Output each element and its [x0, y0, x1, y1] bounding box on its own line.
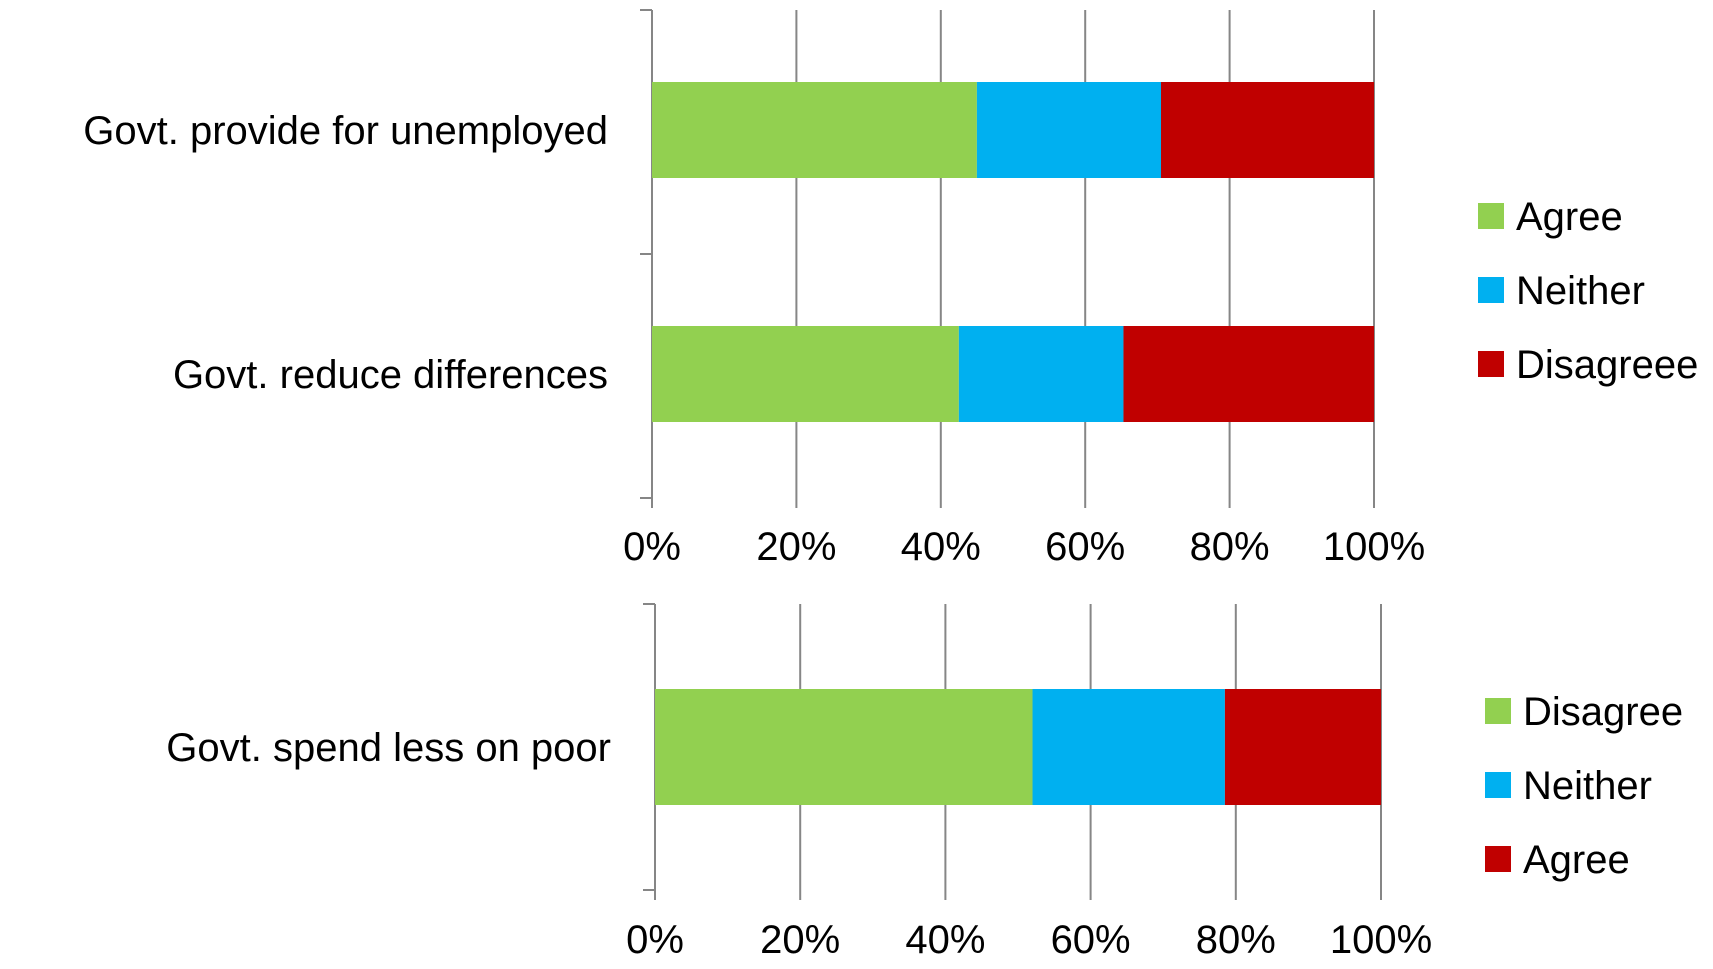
bar-disagree	[655, 689, 1033, 805]
x-tick-label: 80%	[1190, 525, 1270, 569]
legend-swatch	[1485, 698, 1511, 724]
legend-label: Disagree	[1523, 690, 1683, 734]
chart-panel-2: 0% 20% 40% 60% 80% 100% Govt. spend less on po…	[166, 603, 1683, 962]
legend-label: Disagreee	[1516, 343, 1698, 387]
x-tick-label: 0%	[626, 918, 684, 962]
x-tick-label: 80%	[1196, 918, 1276, 962]
x-tick-label: 40%	[901, 525, 981, 569]
bar-agree	[652, 82, 977, 178]
legend-label: Neither	[1523, 764, 1652, 808]
x-tick-label: 20%	[760, 918, 840, 962]
legend: Disagree Neither Agree	[1485, 690, 1683, 882]
chart-panel-1: 0% 20% 40% 60% 80% 100% Govt. provide for unem…	[83, 9, 1698, 569]
legend-label: Agree	[1523, 838, 1630, 882]
bar-neither	[976, 82, 1162, 178]
x-tick-label: 60%	[1045, 525, 1125, 569]
category-label: Govt. spend less on poor	[166, 726, 611, 770]
x-tick-label: 0%	[623, 525, 681, 569]
bar-neither	[958, 326, 1124, 422]
legend-swatch	[1485, 772, 1511, 798]
legend-swatch	[1478, 277, 1504, 303]
x-tick-label: 60%	[1051, 918, 1131, 962]
category-label: Govt. reduce differences	[173, 353, 608, 397]
x-tick-label: 100%	[1330, 918, 1432, 962]
x-tick-label: 100%	[1323, 525, 1425, 569]
legend-label: Agree	[1516, 195, 1623, 239]
legend-label: Neither	[1516, 269, 1645, 313]
bar-agree	[1224, 689, 1381, 805]
legend-swatch	[1478, 351, 1504, 377]
x-tick-label: 20%	[756, 525, 836, 569]
bar-disagreee	[1161, 82, 1374, 178]
category-label: Govt. provide for unemployed	[83, 109, 608, 153]
bar-disagreee	[1123, 326, 1374, 422]
legend-swatch	[1478, 203, 1504, 229]
legend: Agree Neither Disagreee	[1478, 195, 1698, 387]
legend-swatch	[1485, 846, 1511, 872]
x-tick-label: 40%	[905, 918, 985, 962]
bar-neither	[1032, 689, 1225, 805]
bar-agree	[652, 326, 959, 422]
